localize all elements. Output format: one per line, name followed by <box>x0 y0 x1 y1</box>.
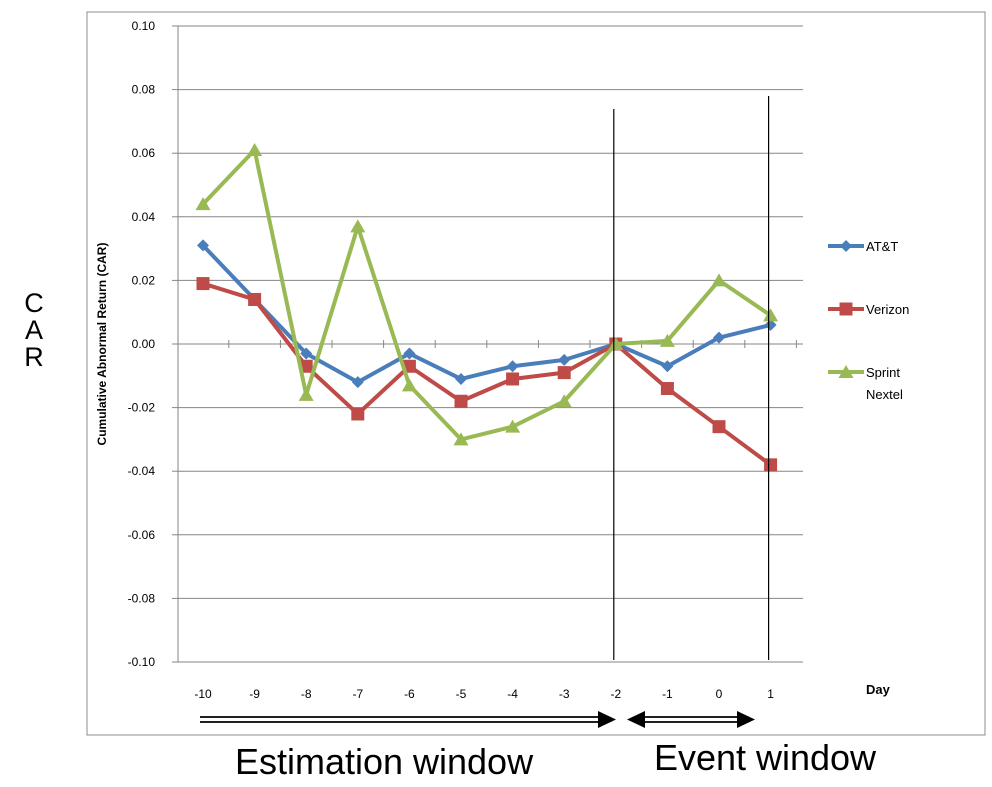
data-point-at-t <box>455 372 467 385</box>
data-point-verizon <box>248 292 262 306</box>
data-point-sprint-nextel <box>556 394 572 408</box>
data-point-sprint-nextel <box>195 197 211 211</box>
x-tick-label: 1 <box>767 687 774 701</box>
y-tick-labels: 0.10 0.08 0.06 0.04 0.02 0.00 -0.02 -0.04 -0.06 -… <box>128 19 156 669</box>
window-boundary-lines <box>613 96 770 660</box>
y-tick-label: -0.06 <box>128 528 156 542</box>
data-point-at-t <box>764 318 777 331</box>
data-point-sprint-nextel <box>401 378 417 392</box>
data-point-sprint-nextel <box>247 143 263 157</box>
x-tick-labels: -10 -9 -8 -7 -6 -5 -4 -3 -2 -1 0 1 <box>194 687 774 701</box>
data-point-sprint-nextel <box>505 419 521 433</box>
y-tick-label: 0.06 <box>132 146 156 160</box>
series-line-sprint-nextel <box>201 148 772 442</box>
data-point-at-t <box>300 347 313 360</box>
data-point-at-t <box>403 347 416 360</box>
y-tick-label: -0.10 <box>128 655 156 669</box>
y-tick-label: -0.02 <box>128 401 156 415</box>
legend-marker <box>840 240 852 252</box>
x-tick-label: 0 <box>716 687 723 701</box>
series-layer <box>195 143 779 472</box>
y-tick-label: -0.04 <box>128 464 156 478</box>
data-point-verizon <box>196 277 210 291</box>
data-point-sprint-nextel <box>711 273 727 287</box>
x-axis-label: Day <box>866 682 891 697</box>
series-sprint-nextel <box>195 143 779 446</box>
legend: AT&T Verizon Sprint Nextel <box>828 239 909 402</box>
x-tick-label: -8 <box>301 687 312 701</box>
estimation-window-label: Estimation window <box>235 741 534 782</box>
x-tick-label: -5 <box>456 687 467 701</box>
data-point-verizon <box>764 458 778 472</box>
legend-item-verizon: Verizon <box>828 302 909 317</box>
data-point-at-t <box>713 331 725 344</box>
data-point-at-t <box>197 239 209 252</box>
y-axis-label: Cumulative Abnormal Return (CAR) <box>95 243 109 446</box>
legend-marker <box>839 302 853 316</box>
legend-label: Sprint Nextel <box>866 365 903 402</box>
data-point-sprint-nextel <box>608 337 624 350</box>
data-point-sprint-nextel <box>298 387 314 401</box>
y-tick-label: 0.08 <box>132 83 156 97</box>
data-point-at-t <box>506 360 519 373</box>
data-point-at-t <box>351 376 364 389</box>
event-window-arrow <box>627 711 755 728</box>
data-point-sprint-nextel <box>659 333 675 347</box>
x-tick-label: -4 <box>507 687 518 701</box>
data-point-verizon <box>660 382 674 396</box>
event-window-label: Event window <box>654 737 877 778</box>
y-tick-label: 0.00 <box>132 337 156 351</box>
x-tick-label: -3 <box>559 687 570 701</box>
data-point-verizon <box>712 420 726 434</box>
y-tick-label: 0.04 <box>132 210 156 224</box>
legend-marker <box>838 365 854 378</box>
x-tick-label: -7 <box>352 687 363 701</box>
legend-item-at-t: AT&T <box>828 239 898 254</box>
data-point-at-t <box>661 360 674 373</box>
data-point-verizon <box>454 394 468 408</box>
x-tick-label: -1 <box>662 687 673 701</box>
y-tick-label: 0.10 <box>132 19 156 33</box>
data-point-verizon <box>506 372 520 386</box>
x-tick-label: -9 <box>249 687 260 701</box>
x-tick-label: -2 <box>610 687 621 701</box>
data-point-at-t <box>558 353 571 366</box>
data-point-verizon <box>351 407 365 421</box>
data-point-sprint-nextel <box>763 308 779 322</box>
x-tick-label: -6 <box>404 687 415 701</box>
y-tick-label: 0.02 <box>132 273 156 287</box>
estimation-window-arrow <box>200 711 616 728</box>
data-point-verizon <box>299 359 313 373</box>
legend-label: Verizon <box>866 302 909 317</box>
y-tick-label: -0.08 <box>128 591 156 605</box>
data-point-sprint-nextel <box>350 219 366 233</box>
x-tick-label: -10 <box>194 687 212 701</box>
legend-item-sprint-nextel: Sprint Nextel <box>828 365 903 402</box>
data-point-sprint-nextel <box>453 432 469 446</box>
legend-label: AT&T <box>866 239 898 254</box>
data-point-verizon <box>557 366 571 380</box>
